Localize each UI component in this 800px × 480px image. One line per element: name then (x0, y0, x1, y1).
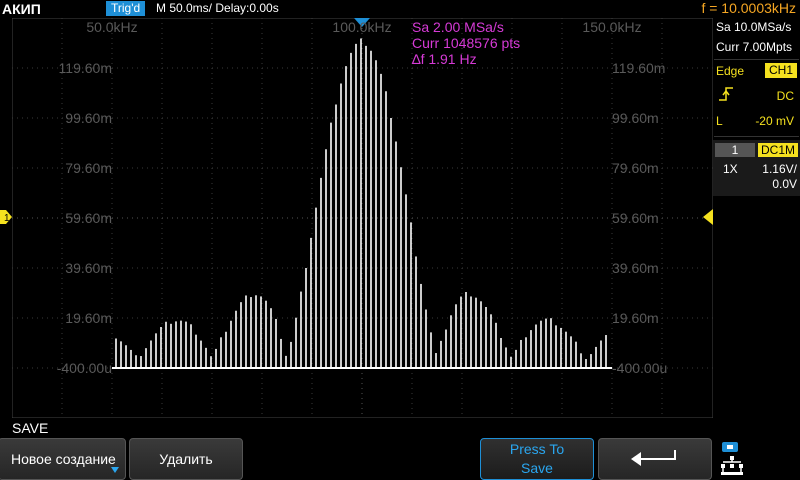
ch1-marker-label: 1 (4, 213, 10, 224)
trigger-source: CH1 (765, 63, 797, 78)
trigger-type: Edge (716, 64, 745, 78)
amp-label-left: 79.60m (65, 160, 112, 176)
amp-label-left: 119.60m (59, 60, 112, 76)
probe-attenuation: 1X (723, 162, 738, 176)
trigger-status-badge[interactable]: Trig'd (106, 1, 146, 16)
trigger-level-value: -20 mV (755, 114, 794, 128)
delete-label: Удалить (159, 451, 213, 467)
fft-spectrum-trace (115, 38, 607, 368)
chevron-down-icon (111, 467, 119, 473)
freq-label-left: 50.0kHz (86, 19, 137, 35)
timebase-readout[interactable]: M 50.0ms/ Delay:0.00s (156, 1, 279, 15)
amp-label-right: 79.60m (612, 160, 659, 176)
back-button[interactable] (598, 438, 712, 480)
amp-label-right: -400.00u (612, 360, 667, 376)
amp-label-left: 39.60m (65, 260, 112, 276)
frequency-readout: f = 10.0003kHz (701, 0, 796, 16)
amp-label-left: 59.60m (65, 210, 112, 226)
vertical-scale: 1.16V/ (762, 162, 797, 176)
network-icon[interactable] (718, 440, 746, 478)
freq-label-right: 150.0kHz (582, 19, 641, 35)
trigger-coupling: DC (776, 89, 794, 103)
rising-edge-icon (719, 87, 733, 101)
save-label-line2: Save (521, 460, 553, 476)
return-arrow-icon (631, 450, 676, 466)
channel-number: 1 (715, 143, 755, 157)
amp-label-right: 39.60m (612, 260, 659, 276)
new-file-label: Новое создание (11, 451, 116, 467)
right-info-panel: Sa 10.0MSa/s Curr 7.00Mpts Edge CH1 DC L… (713, 18, 800, 418)
fft-sample-rate: Sa 2.00 MSa/s (412, 19, 504, 35)
save-label-line1: Press To (509, 441, 565, 457)
fft-resolution: ∆f 1.91 Hz (412, 51, 477, 67)
trigger-level-label: L (716, 114, 723, 128)
amp-label-right: 119.60m (612, 60, 665, 76)
acquisition-rate: Sa 10.0MSa/s (716, 20, 792, 34)
status-bar: АКИП Trig'd M 50.0ms/ Delay:0.00s f = 10… (0, 0, 800, 18)
delete-button[interactable]: Удалить (129, 438, 243, 480)
fft-memory-depth: Curr 1048576 pts (412, 35, 520, 51)
amp-label-right: 59.60m (612, 210, 659, 226)
menu-title: SAVE (12, 420, 49, 436)
trigger-position-marker (354, 18, 370, 27)
amp-label-left: -400.00u (57, 360, 112, 376)
trigger-level-marker[interactable] (701, 209, 713, 225)
scope-screen[interactable]: 50.0kHz 100.0kHz 150.0kHz 119.60m 99.60m… (12, 18, 713, 418)
freq-label-center: 100.0kHz (332, 19, 391, 35)
channel-coupling: DC1M (758, 143, 798, 157)
amp-label-left: 19.60m (65, 310, 112, 326)
channel1-settings[interactable]: 1 DC1M 1X 1.16V/ 0.0V (713, 140, 800, 196)
amp-label-right: 99.60m (612, 110, 659, 126)
fft-display: 50.0kHz 100.0kHz 150.0kHz 119.60m 99.60m… (12, 18, 713, 418)
amp-label-left: 99.60m (65, 110, 112, 126)
vertical-offset: 0.0V (772, 177, 797, 191)
grid (12, 18, 713, 418)
brand-logo: АКИП (2, 1, 41, 17)
acquisition-depth: Curr 7.00Mpts (716, 40, 793, 54)
amp-label-right: 19.60m (612, 310, 659, 326)
press-to-save-button[interactable]: Press To Save (480, 438, 594, 480)
ch1-offset-marker[interactable]: 1 (0, 210, 12, 224)
new-file-button[interactable]: Новое создание (0, 438, 126, 480)
